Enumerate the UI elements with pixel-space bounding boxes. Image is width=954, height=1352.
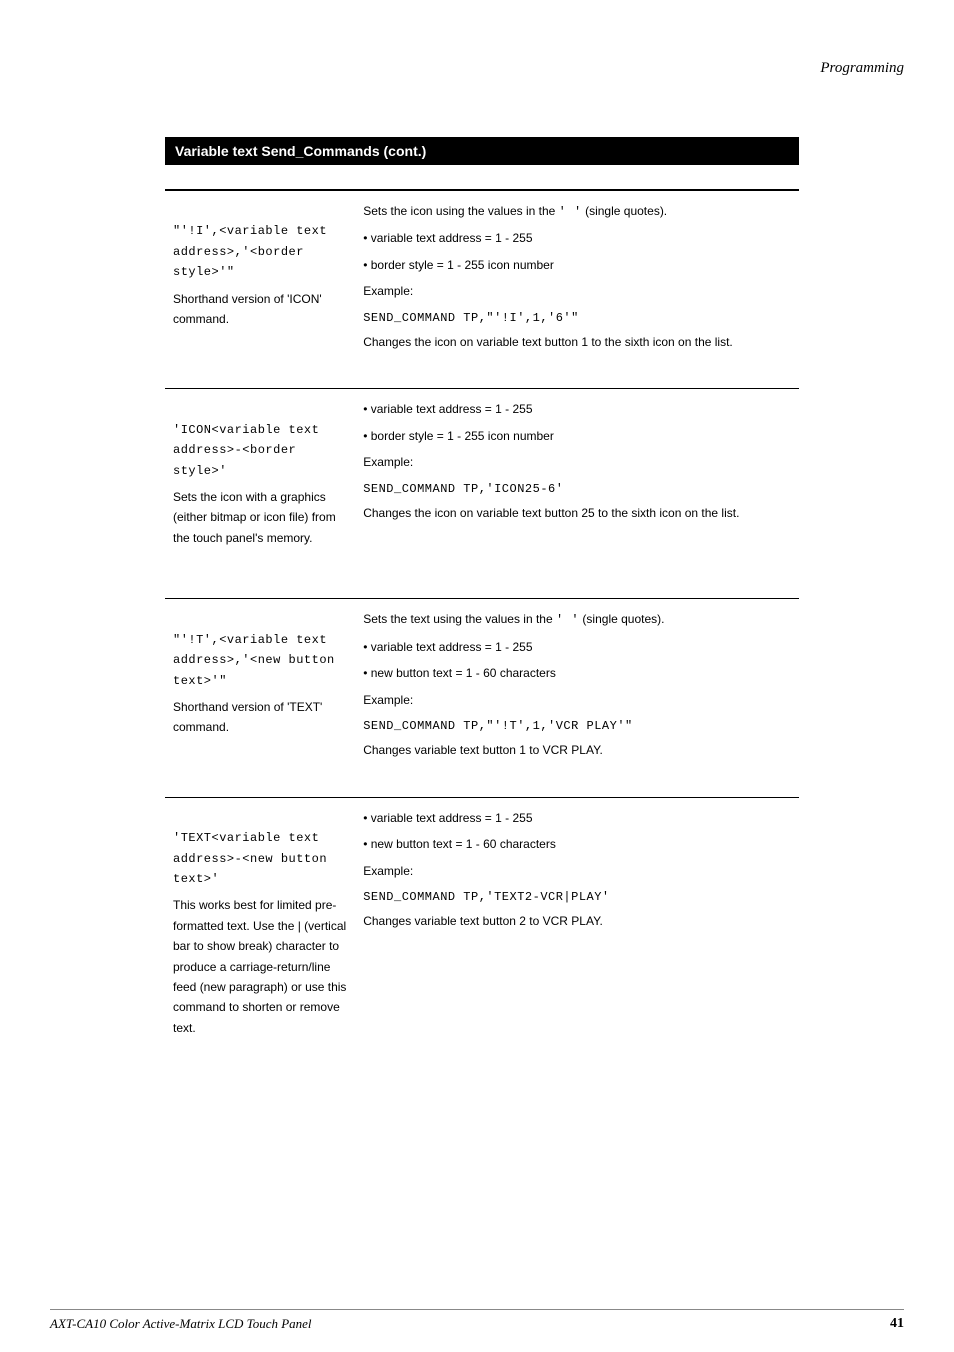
var-label: border style = xyxy=(371,429,447,443)
example-code: SEND_COMMAND TP,'TEXT2-VCR|PLAY' xyxy=(363,887,791,907)
command-note: Sets the icon with a graphics (either bi… xyxy=(173,487,347,548)
example-desc: Changes the icon on variable text button… xyxy=(363,503,791,523)
var-label: variable text address = xyxy=(371,811,495,825)
var-label: variable text address = xyxy=(371,231,495,245)
section-title-bar: Variable text Send_Commands (cont.) xyxy=(165,137,799,165)
command-syntax: 'ICON<variable text address>-<border sty… xyxy=(173,423,319,478)
var-val: 1 - 60 characters xyxy=(466,666,556,680)
var-val: 1 - 255 xyxy=(495,402,532,416)
example-label: Example: xyxy=(363,861,791,881)
example-code: SEND_COMMAND TP,'ICON25-6' xyxy=(363,479,791,499)
page-footer: AXT-CA10 Color Active-Matrix LCD Touch P… xyxy=(50,1309,904,1332)
var-val: 1 - 255 xyxy=(495,640,532,654)
example-desc: Changes the icon on variable text button… xyxy=(363,332,791,352)
description-cell: • variable text address = 1 - 255 • new … xyxy=(355,797,799,1088)
table-row: "'!T',<variable text address>,'<new butt… xyxy=(165,599,799,797)
description-cell: Sets the icon using the values in the ' … xyxy=(355,191,799,389)
section-title: Variable text Send_Commands (cont.) xyxy=(175,143,426,159)
description-cell: Sets the text using the values in the ' … xyxy=(355,599,799,797)
example-code: SEND_COMMAND TP,"'!T',1,'VCR PLAY'" xyxy=(363,716,791,736)
desc-trail: (single quotes). xyxy=(579,612,664,626)
command-cell: 'ICON<variable text address>-<border sty… xyxy=(165,389,355,599)
command-syntax: "'!I',<variable text address>,'<border s… xyxy=(173,224,327,279)
var-val: 1 - 255 xyxy=(495,231,532,245)
desc-inline-code: ' ' xyxy=(559,205,582,219)
command-cell: 'TEXT<variable text address>-<new button… xyxy=(165,797,355,1088)
var-val: 1 - 255 icon number xyxy=(447,429,554,443)
command-note: Shorthand version of 'TEXT' command. xyxy=(173,697,347,738)
var-val: 1 - 255 xyxy=(495,811,532,825)
table-row: 'ICON<variable text address>-<border sty… xyxy=(165,389,799,599)
table-row: "'!I',<variable text address>,'<border s… xyxy=(165,191,799,389)
commands-table: "'!I',<variable text address>,'<border s… xyxy=(165,191,799,1089)
example-desc: Changes variable text button 2 to VCR PL… xyxy=(363,911,791,931)
var-label: border style = xyxy=(371,258,447,272)
var-line: • variable text address = 1 - 255 xyxy=(363,399,791,419)
desc-inline-code: ' ' xyxy=(556,613,579,627)
var-line: • variable text address = 1 - 255 xyxy=(363,637,791,657)
command-cell: "'!T',<variable text address>,'<new butt… xyxy=(165,599,355,797)
table-row: 'TEXT<variable text address>-<new button… xyxy=(165,797,799,1088)
var-label: variable text address = xyxy=(371,402,495,416)
var-line: • border style = 1 - 255 icon number xyxy=(363,255,791,275)
footer-page-number: 41 xyxy=(890,1316,904,1332)
desc-trail: (single quotes). xyxy=(582,204,667,218)
var-val: 1 - 255 icon number xyxy=(447,258,554,272)
description-line: Sets the icon using the values in the ' … xyxy=(363,201,791,222)
running-header: Programming xyxy=(50,60,904,77)
command-syntax: "'!T',<variable text address>,'<new butt… xyxy=(173,633,335,688)
command-note: This works best for limited pre-formatte… xyxy=(173,895,347,1038)
var-line: • new button text = 1 - 60 characters xyxy=(363,834,791,854)
var-label: new button text = xyxy=(371,837,466,851)
example-desc: Changes variable text button 1 to VCR PL… xyxy=(363,740,791,760)
example-label: Example: xyxy=(363,281,791,301)
command-note: Shorthand version of 'ICON' command. xyxy=(173,289,347,330)
description-line: Sets the text using the values in the ' … xyxy=(363,609,791,630)
var-label: new button text = xyxy=(371,666,466,680)
footer-left: AXT-CA10 Color Active-Matrix LCD Touch P… xyxy=(50,1316,312,1332)
example-label: Example: xyxy=(363,452,791,472)
example-code: SEND_COMMAND TP,"'!I',1,'6'" xyxy=(363,308,791,328)
example-label: Example: xyxy=(363,690,791,710)
command-cell: "'!I',<variable text address>,'<border s… xyxy=(165,191,355,389)
var-line: • border style = 1 - 255 icon number xyxy=(363,426,791,446)
var-label: variable text address = xyxy=(371,640,495,654)
var-line: • new button text = 1 - 60 characters xyxy=(363,663,791,683)
header-right: Programming xyxy=(820,60,904,77)
command-syntax: 'TEXT<variable text address>-<new button… xyxy=(173,831,327,886)
var-val: 1 - 60 characters xyxy=(466,837,556,851)
page-container: Programming Variable text Send_Commands … xyxy=(0,0,954,1129)
description-cell: • variable text address = 1 - 255 • bord… xyxy=(355,389,799,599)
desc-leadin: Sets the text using the values in the xyxy=(363,612,556,626)
desc-leadin: Sets the icon using the values in the xyxy=(363,204,558,218)
var-line: • variable text address = 1 - 255 xyxy=(363,808,791,828)
var-line: • variable text address = 1 - 255 xyxy=(363,228,791,248)
